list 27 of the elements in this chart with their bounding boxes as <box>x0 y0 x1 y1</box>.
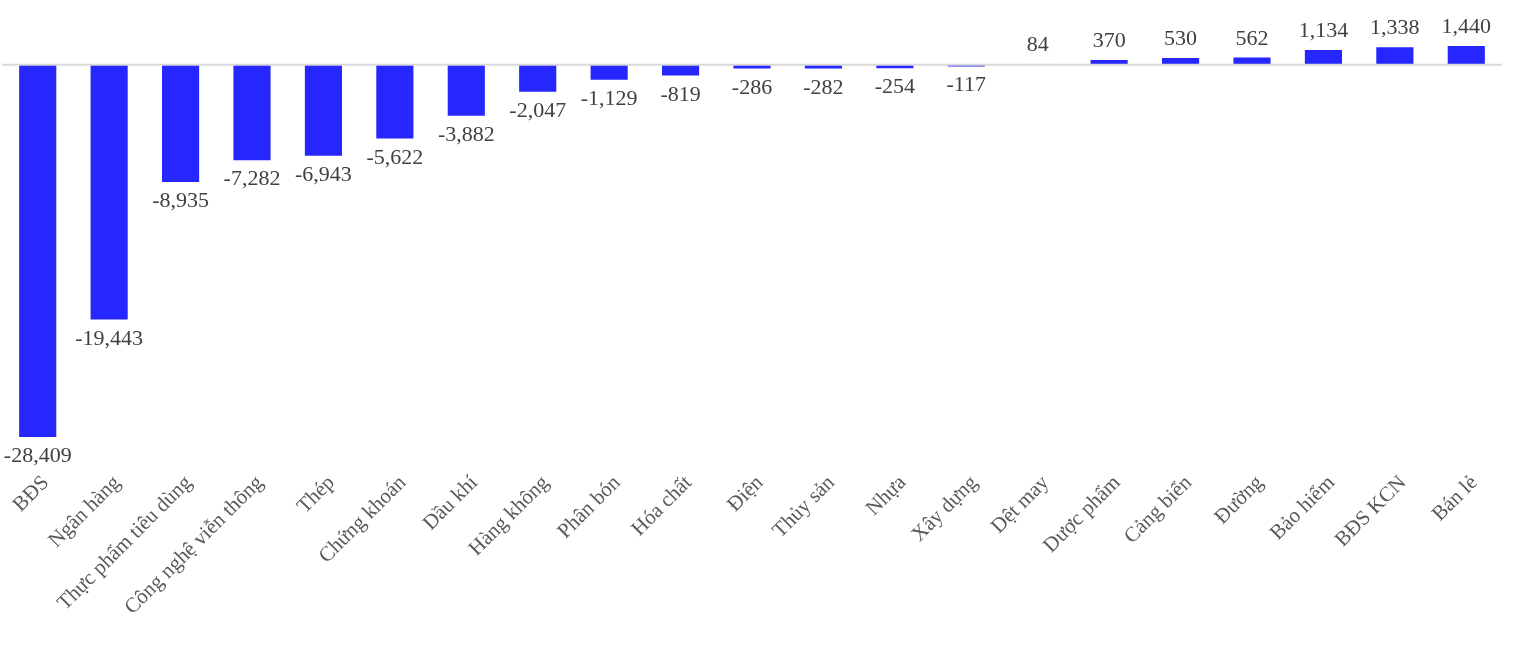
x-tick-label: Xây dựng <box>906 469 983 546</box>
data-label: -117 <box>946 71 987 97</box>
data-label: -819 <box>660 80 701 106</box>
data-label: -1,129 <box>580 84 638 110</box>
data-label: 562 <box>1235 24 1269 50</box>
data-label: -19,443 <box>75 324 144 350</box>
data-label: -3,882 <box>437 120 495 146</box>
x-tick-label: Phân bón <box>552 469 626 543</box>
data-label: -8,935 <box>152 186 209 212</box>
data-label: 1,134 <box>1298 17 1349 43</box>
data-label: 1,440 <box>1441 13 1492 38</box>
x-tick-label: Thép <box>291 470 339 518</box>
data-label: 1,338 <box>1370 14 1420 40</box>
data-label: 370 <box>1092 27 1126 53</box>
data-label: 530 <box>1164 24 1198 50</box>
x-tick-label: Bán lẻ <box>1426 470 1482 526</box>
data-label: 84 <box>1026 30 1049 56</box>
x-tick-label: Hóa chất <box>625 469 697 541</box>
data-label: -254 <box>874 73 916 99</box>
data-label: -282 <box>803 73 844 99</box>
data-label: -2,047 <box>509 96 567 122</box>
data-label: -5,622 <box>366 143 424 169</box>
x-tick-label: Điện <box>721 469 768 516</box>
data-label: -28,409 <box>3 442 72 467</box>
data-label: -6,943 <box>295 160 352 186</box>
data-label: -7,282 <box>223 165 281 191</box>
data-label: -286 <box>731 73 773 99</box>
